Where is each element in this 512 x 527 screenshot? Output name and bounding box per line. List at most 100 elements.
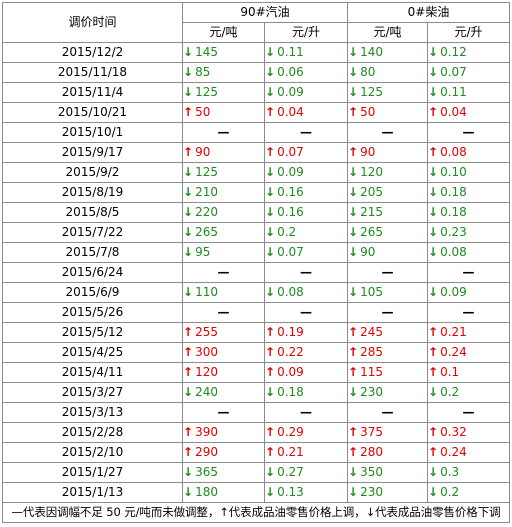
diesel-ton-value: ↓ 105	[347, 282, 429, 303]
dash-symbol: —	[381, 265, 394, 279]
no-adjustment-dash: —	[182, 122, 265, 143]
down-arrow-icon: ↓	[348, 65, 359, 79]
gasoline-liter-value: ↑ 0.09	[263, 362, 349, 383]
adjustment-date: 2015/5/12	[2, 322, 183, 343]
price-change-value: 255	[195, 325, 218, 339]
up-arrow-icon: ↑	[348, 425, 359, 439]
diesel-ton-value: ↓ 205	[347, 182, 429, 203]
price-change-value: 285	[360, 345, 383, 359]
down-arrow-icon: ↓	[428, 385, 439, 399]
dash-symbol: —	[462, 125, 475, 139]
price-change-value: 0.21	[440, 325, 467, 339]
price-change-value: 0.08	[440, 145, 467, 159]
no-adjustment-dash: —	[182, 302, 265, 323]
diesel-liter-value: ↑ 0.1	[427, 362, 511, 383]
price-change-value: 0.10	[440, 165, 467, 179]
up-arrow-icon: ↑	[428, 105, 439, 119]
gasoline-liter-value: ↑ 0.29	[263, 422, 349, 443]
price-change-value: 0.07	[277, 145, 304, 159]
table-row: 2015/3/27 ↓ 240 ↓ 0.18 ↓ 230 ↓ 0.2	[2, 382, 511, 403]
up-arrow-icon: ↑	[265, 345, 276, 359]
price-change-value: 210	[195, 185, 218, 199]
down-arrow-icon: ↓	[348, 485, 359, 499]
price-change-value: 90	[195, 145, 211, 159]
gasoline-liter-value: ↓ 0.27	[263, 462, 349, 483]
table-row: 2015/8/5 ↓ 220 ↓ 0.16 ↓ 215 ↓ 0.18	[2, 202, 511, 223]
up-arrow-icon: ↑	[348, 365, 359, 379]
price-change-value: 350	[360, 465, 383, 479]
price-change-value: 0.21	[277, 445, 304, 459]
price-change-value: 120	[360, 165, 383, 179]
up-arrow-icon: ↑	[265, 105, 276, 119]
up-arrow-icon: ↑	[265, 445, 276, 459]
down-arrow-icon: ↓	[183, 245, 194, 259]
down-arrow-icon: ↓	[428, 245, 439, 259]
dash-symbol: —	[462, 265, 475, 279]
down-arrow-icon: ↓	[348, 85, 359, 99]
adjustment-date: 2015/1/13	[2, 482, 183, 503]
price-change-value: 115	[360, 365, 383, 379]
down-arrow-icon: ↓	[265, 465, 276, 479]
price-change-value: 0.07	[277, 245, 304, 259]
diesel-liter-value: ↓ 0.18	[427, 182, 511, 203]
price-change-value: 0.11	[440, 85, 467, 99]
down-arrow-icon: ↓	[265, 165, 276, 179]
price-change-value: 110	[195, 285, 218, 299]
price-change-value: 105	[360, 285, 383, 299]
column-header-date: 调价时间	[2, 2, 183, 43]
down-arrow-icon: ↓	[428, 225, 439, 239]
no-adjustment-dash: —	[427, 262, 511, 283]
price-change-value: 0.23	[440, 225, 467, 239]
up-arrow-icon: ↑	[265, 425, 276, 439]
diesel-liter-value: ↓ 0.3	[427, 462, 511, 483]
price-change-value: 85	[195, 65, 211, 79]
diesel-ton-value: ↓ 80	[347, 62, 429, 83]
table-row: 2015/11/4 ↓ 125 ↓ 0.09 ↓ 125 ↓ 0.11	[2, 82, 511, 103]
down-arrow-icon: ↓	[183, 465, 194, 479]
price-change-value: 205	[360, 185, 383, 199]
down-arrow-icon: ↓	[183, 225, 194, 239]
dash-symbol: —	[381, 405, 394, 419]
up-arrow-icon: ↑	[265, 145, 276, 159]
down-arrow-icon: ↓	[183, 205, 194, 219]
price-change-value: 0.3	[440, 465, 460, 479]
price-change-value: 265	[195, 225, 218, 239]
diesel-liter-value: ↓ 0.08	[427, 242, 511, 263]
price-change-value: 140	[360, 45, 383, 59]
price-change-value: 0.1	[440, 365, 460, 379]
down-arrow-icon: ↓	[265, 385, 276, 399]
table-row: 2015/9/17 ↑ 90 ↑ 0.07 ↑ 90 ↑ 0.08	[2, 142, 511, 163]
gasoline-liter-value: ↓ 0.09	[263, 82, 349, 103]
gasoline-ton-value: ↓ 365	[182, 462, 265, 483]
diesel-liter-value: ↓ 0.07	[427, 62, 511, 83]
diesel-liter-value: ↓ 0.23	[427, 222, 511, 243]
up-arrow-icon: ↑	[428, 345, 439, 359]
gasoline-liter-value: ↓ 0.16	[263, 202, 349, 223]
up-arrow-icon: ↑	[183, 105, 194, 119]
diesel-liter-value: ↑ 0.24	[427, 342, 511, 363]
dash-symbol: —	[381, 305, 394, 319]
up-arrow-icon: ↑	[348, 445, 359, 459]
no-adjustment-dash: —	[347, 402, 429, 423]
price-change-value: 365	[195, 465, 218, 479]
up-arrow-icon: ↑	[183, 425, 194, 439]
price-change-value: 230	[360, 485, 383, 499]
gasoline-liter-value: ↓ 0.07	[263, 242, 349, 263]
column-header-gasoline-liter: 元/升	[263, 22, 349, 43]
up-arrow-icon: ↑	[428, 445, 439, 459]
price-change-value: 375	[360, 425, 383, 439]
gasoline-ton-value: ↓ 220	[182, 202, 265, 223]
down-arrow-icon: ↓	[183, 65, 194, 79]
price-change-value: 0.04	[277, 105, 304, 119]
gasoline-liter-value: ↓ 0.08	[263, 282, 349, 303]
down-arrow-icon: ↓	[428, 165, 439, 179]
adjustment-date: 2015/8/19	[2, 182, 183, 203]
table-row: 2015/4/11 ↑ 120 ↑ 0.09 ↑ 115 ↑ 0.1	[2, 362, 511, 383]
diesel-liter-value: ↑ 0.08	[427, 142, 511, 163]
price-change-value: 390	[195, 425, 218, 439]
price-change-value: 240	[195, 385, 218, 399]
down-arrow-icon: ↓	[428, 485, 439, 499]
diesel-liter-value: ↑ 0.21	[427, 322, 511, 343]
price-change-value: 245	[360, 325, 383, 339]
